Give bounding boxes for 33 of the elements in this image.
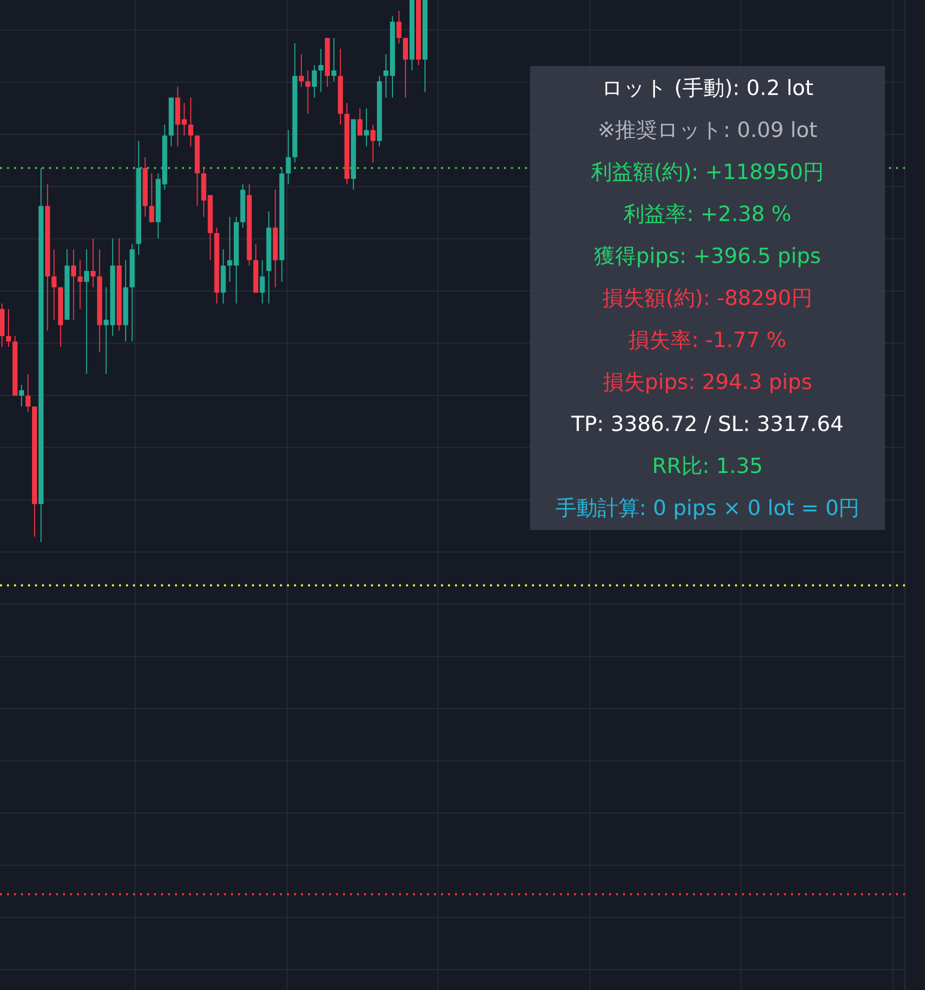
candlestick: [318, 48, 324, 93]
text: ※推奨ロット: 0.09 lot: [598, 118, 818, 142]
text: TP: 3386.72 / SL: 3317.64: [570, 412, 844, 436]
text: 利益額(約): +118950円: [591, 160, 824, 184]
candlestick: [26, 373, 31, 412]
candlestick: [19, 384, 24, 407]
candlestick: [402, 37, 408, 98]
candlestick: [357, 108, 362, 136]
candlestick: [312, 64, 317, 98]
candlestick: [84, 248, 90, 374]
candlestick: [90, 238, 96, 288]
candlestick: [71, 248, 76, 320]
text: 損失率: -1.77 %: [628, 328, 786, 352]
candlestick: [364, 108, 369, 147]
candlestick: [6, 308, 12, 348]
text: 損失額(約): -88290円: [602, 286, 812, 310]
text: 利益率: +2.38 %: [624, 202, 792, 226]
text: 手動計算: 0 pips × 0 lot = 0円: [555, 496, 860, 520]
text: 獲得pips: +396.5 pips: [594, 244, 822, 268]
candlestick: [298, 54, 304, 88]
candlestick: [260, 260, 265, 304]
candlestick: [78, 260, 83, 310]
candlestick: [331, 37, 336, 82]
candlestick: [149, 172, 154, 223]
text: RR比: 1.35: [652, 454, 763, 478]
candlestick: [52, 248, 57, 320]
candlestick: [286, 130, 291, 185]
candlestick: [188, 97, 194, 147]
text: ロット (手動): 0.2 lot: [602, 76, 814, 100]
text: 損失pips: 294.3 pips: [602, 370, 812, 394]
candlestick: [396, 10, 402, 44]
candlestick: [370, 124, 376, 164]
candlestick: [305, 70, 310, 114]
